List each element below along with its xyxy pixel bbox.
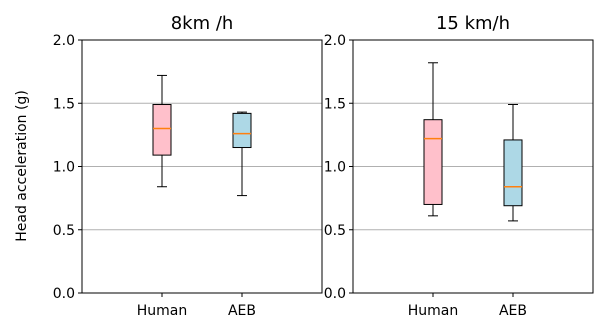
y-tick-label: 2.0: [53, 33, 75, 49]
panel-title: 15 km/h: [436, 13, 510, 34]
y-tick-label: 1.5: [324, 96, 346, 112]
x-tick-label: Human: [408, 303, 459, 319]
x-tick-label: Human: [137, 303, 188, 319]
y-tick-label: 2.0: [324, 33, 346, 49]
y-tick-label: 0.5: [53, 223, 75, 239]
y-tick-label: 1.0: [324, 160, 346, 176]
box-aeb: [503, 139, 523, 207]
box-human: [423, 119, 443, 205]
y-axis-label: Head acceleration (g): [14, 90, 30, 242]
box-aeb: [232, 112, 252, 149]
y-tick-label: 0.0: [53, 286, 75, 302]
panel-title: 8km /h: [171, 13, 234, 34]
box-human: [152, 104, 172, 156]
y-tick-label: 1.5: [53, 96, 75, 112]
x-tick-label: AEB: [228, 303, 256, 319]
x-tick-label: AEB: [499, 303, 527, 319]
y-tick-label: 0.0: [324, 286, 346, 302]
y-tick-label: 0.5: [324, 223, 346, 239]
y-tick-label: 1.0: [53, 160, 75, 176]
